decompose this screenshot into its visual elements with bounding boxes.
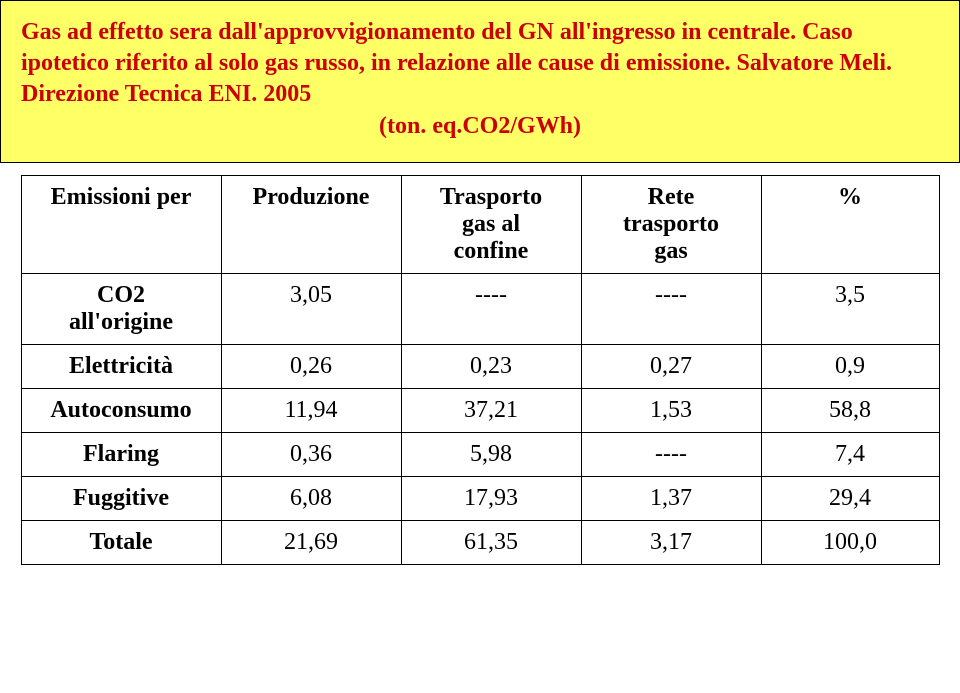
row-label-flaring: Flaring xyxy=(21,432,221,476)
col-header-trasporto: Trasporto gas al confine xyxy=(401,175,581,273)
col-header-label: % xyxy=(838,184,862,210)
header-subtitle: (ton. eq.CO2/GWh) xyxy=(21,111,939,142)
cell-value: 29,4 xyxy=(761,476,939,520)
cell-value: ---- xyxy=(581,432,761,476)
emissions-table: Emissioni per Produzione Trasporto gas a… xyxy=(21,175,940,565)
table-row: CO2 all'origine 3,05 ---- ---- 3,5 xyxy=(21,273,939,344)
cell-value: 0,23 xyxy=(401,344,581,388)
cell-value: 61,35 xyxy=(401,520,581,564)
cell-value: 1,37 xyxy=(581,476,761,520)
cell-value: 17,93 xyxy=(401,476,581,520)
col-header-label: confine xyxy=(454,238,529,264)
table-row: Fuggitive 6,08 17,93 1,37 29,4 xyxy=(21,476,939,520)
row-label-co2: CO2 all'origine xyxy=(21,273,221,344)
col-header-label: Rete xyxy=(648,184,695,210)
row-label-totale: Totale xyxy=(21,520,221,564)
col-header-produzione: Produzione xyxy=(221,175,401,273)
col-header-label: gas xyxy=(654,238,687,264)
col-header-percent: % xyxy=(761,175,939,273)
table-header-row: Emissioni per Produzione Trasporto gas a… xyxy=(21,175,939,273)
table-row: Autoconsumo 11,94 37,21 1,53 58,8 xyxy=(21,388,939,432)
cell-value: 100,0 xyxy=(761,520,939,564)
row-label-text: all'origine xyxy=(69,309,173,335)
cell-value: 37,21 xyxy=(401,388,581,432)
cell-value: 21,69 xyxy=(221,520,401,564)
col-header-label: trasporto xyxy=(623,211,719,237)
cell-value: 0,9 xyxy=(761,344,939,388)
cell-value: 7,4 xyxy=(761,432,939,476)
cell-value: 3,17 xyxy=(581,520,761,564)
cell-value: 11,94 xyxy=(221,388,401,432)
row-label-text: CO2 xyxy=(97,282,145,308)
table-row: Totale 21,69 61,35 3,17 100,0 xyxy=(21,520,939,564)
table-row: Elettricità 0,26 0,23 0,27 0,9 xyxy=(21,344,939,388)
cell-value: 3,05 xyxy=(221,273,401,344)
col-header-label: Trasporto xyxy=(440,184,542,210)
col-header-label: gas al xyxy=(462,211,520,237)
row-label-elettricita: Elettricità xyxy=(21,344,221,388)
col-header-rete: Rete trasporto gas xyxy=(581,175,761,273)
cell-value: 5,98 xyxy=(401,432,581,476)
cell-value: 3,5 xyxy=(761,273,939,344)
cell-value: ---- xyxy=(401,273,581,344)
col-header-label: Emissioni per xyxy=(51,184,192,210)
header-banner: Gas ad effetto sera dall'approvvigioname… xyxy=(0,0,960,163)
header-title: Gas ad effetto sera dall'approvvigioname… xyxy=(21,17,939,111)
cell-value: 0,36 xyxy=(221,432,401,476)
table-row: Flaring 0,36 5,98 ---- 7,4 xyxy=(21,432,939,476)
col-header-emissioni: Emissioni per xyxy=(21,175,221,273)
cell-value: 0,26 xyxy=(221,344,401,388)
cell-value: 1,53 xyxy=(581,388,761,432)
row-label-fuggitive: Fuggitive xyxy=(21,476,221,520)
cell-value: 58,8 xyxy=(761,388,939,432)
col-header-label: Produzione xyxy=(253,184,370,210)
row-label-autoconsumo: Autoconsumo xyxy=(21,388,221,432)
cell-value: 0,27 xyxy=(581,344,761,388)
cell-value: ---- xyxy=(581,273,761,344)
cell-value: 6,08 xyxy=(221,476,401,520)
